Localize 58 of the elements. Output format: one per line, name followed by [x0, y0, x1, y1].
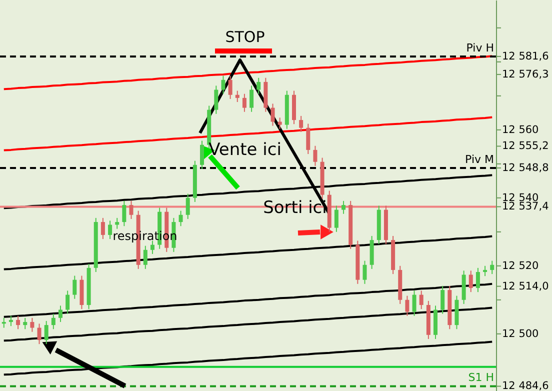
- candlestick: [490, 260, 494, 275]
- candlestick: [306, 123, 310, 155]
- candlestick: [412, 290, 416, 316]
- y-tick-label: 12 581,6: [502, 50, 550, 62]
- candlestick: [8, 315, 13, 327]
- candlestick: [37, 323, 42, 345]
- ref-line-label: Piv H: [466, 41, 494, 54]
- candlestick: [30, 317, 34, 332]
- candlestick: [129, 200, 134, 220]
- candlestick: [342, 200, 346, 214]
- ref-line-label: Piv M: [465, 152, 494, 166]
- candlestick: [299, 115, 304, 132]
- candlestick: [278, 117, 282, 130]
- candlestick: [122, 200, 126, 227]
- candlestick: [440, 285, 445, 314]
- y-tick-label: 12 500: [502, 328, 539, 340]
- candlestick: [362, 260, 367, 284]
- y-tick-label: 12 576,3: [502, 68, 549, 80]
- candlestick: [256, 77, 261, 94]
- candlestick: [115, 217, 120, 230]
- candlestick: [468, 270, 473, 293]
- line-series: [2, 306, 494, 342]
- candlestick: [23, 317, 28, 330]
- candlestick: [51, 313, 56, 330]
- annotation: STOP: [225, 28, 265, 46]
- candlestick: [313, 145, 318, 166]
- candlestick: [419, 290, 424, 310]
- candlestick: [72, 275, 77, 300]
- candlestick: [143, 245, 148, 270]
- candlestick: [200, 140, 204, 170]
- y-tick-label: 12 484,6: [502, 380, 550, 391]
- candlestick: [270, 103, 275, 126]
- candlestick: [405, 295, 410, 316]
- ref-line-label: S1 H: [468, 371, 494, 384]
- candlestick: [334, 205, 338, 232]
- candlestick: [228, 75, 232, 100]
- y-tick-label: 12 520: [502, 260, 539, 272]
- candlestick: [186, 193, 190, 220]
- candlestick: [221, 75, 226, 94]
- candlestick: [108, 220, 112, 240]
- candlestick: [16, 315, 20, 330]
- candlestick: [178, 210, 183, 227]
- line-series: [2, 55, 494, 90]
- candlestick: [476, 267, 480, 293]
- candlestick: [214, 85, 218, 114]
- candlestick: [44, 320, 48, 345]
- candlestick: [242, 93, 246, 112]
- candlestick: [66, 290, 70, 314]
- candlestick: [483, 265, 488, 277]
- y-tick-label: 12 560: [502, 124, 539, 136]
- y-tick-label: 12 548,8: [502, 162, 549, 174]
- candlestick: [235, 90, 240, 102]
- candlestick: [58, 305, 62, 322]
- candlestick: [100, 217, 105, 240]
- y-tick-label: 12 555,2: [502, 140, 549, 152]
- y-tick-label: 12 537,4: [502, 200, 550, 213]
- candlestick: [250, 85, 254, 112]
- y-tick-label: 12 514,0: [502, 280, 549, 292]
